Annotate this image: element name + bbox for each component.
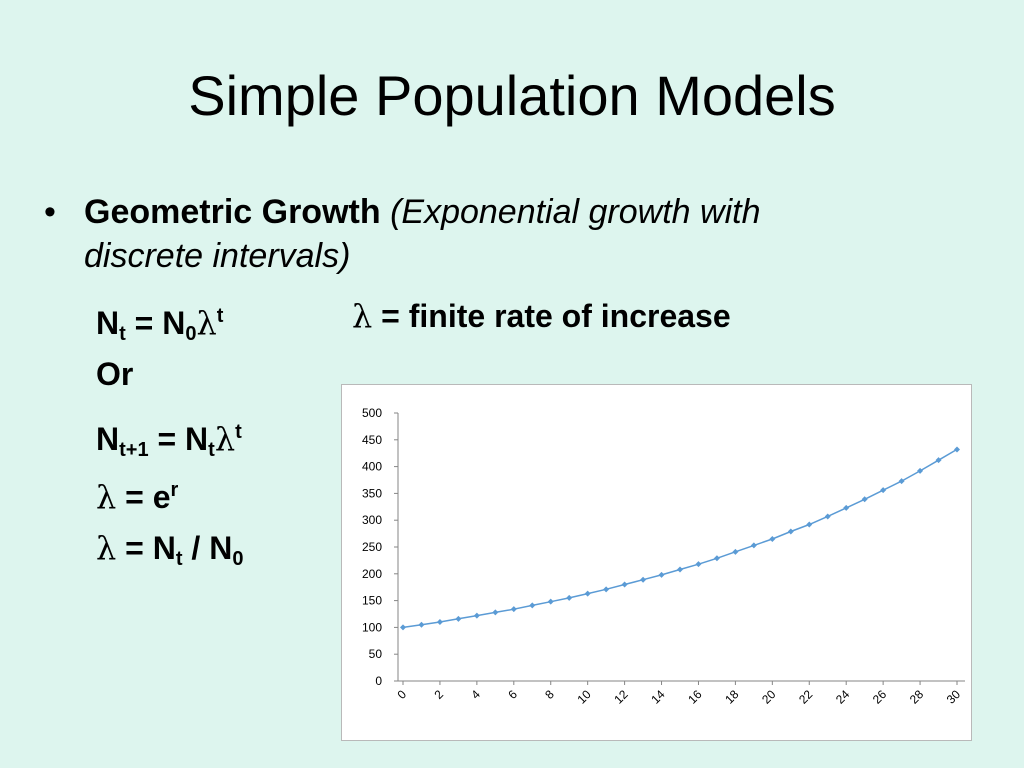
data-point: [566, 594, 573, 601]
data-point: [806, 521, 813, 528]
data-point: [436, 619, 443, 626]
data-point: [769, 535, 776, 542]
x-tick-label: 16: [685, 687, 705, 707]
definition-text: = finite rate of increase: [372, 298, 731, 334]
data-point: [492, 609, 499, 616]
data-point: [861, 496, 868, 503]
data-point: [529, 602, 536, 609]
data-point: [898, 478, 905, 485]
eq1-lhs: N: [96, 305, 120, 341]
data-point: [787, 528, 794, 535]
slide-title: Simple Population Models: [188, 64, 836, 127]
eq2-lhs-sub: t+1: [119, 439, 149, 461]
eq1-sup: t: [216, 305, 224, 327]
x-tick-label: 2: [431, 687, 446, 702]
y-tick-label: 150: [362, 594, 382, 608]
x-tick-label: 4: [468, 687, 483, 702]
eq4-sub-t: t: [175, 548, 183, 570]
bullet-text: Geometric Growth (Exponential growth wit…: [84, 190, 824, 278]
data-point: [658, 571, 665, 578]
x-tick-label: 6: [505, 687, 520, 702]
x-tick-label: 24: [833, 687, 853, 707]
y-tick-label: 500: [362, 406, 382, 420]
eq4-slash: / N: [182, 530, 233, 566]
equation-lambda-exp: λ = er: [96, 470, 178, 517]
eq1-lhs-sub: t: [119, 323, 126, 345]
data-point: [824, 513, 831, 520]
x-tick-label: 12: [611, 687, 631, 707]
data-point: [750, 542, 757, 549]
y-tick-label: 400: [362, 460, 382, 474]
eq2-sub-t: t: [208, 439, 215, 461]
eq4-lambda: λ: [96, 529, 117, 567]
x-tick-label: 22: [796, 687, 816, 707]
y-tick-label: 250: [362, 540, 382, 554]
eq2-lhs: N: [96, 421, 120, 457]
y-tick-label: 300: [362, 513, 382, 527]
data-point: [584, 590, 591, 597]
eq2-sup: t: [235, 421, 242, 443]
eq2-lambda: λ: [214, 420, 236, 458]
data-point: [880, 487, 887, 494]
data-point: [954, 446, 960, 453]
data-point: [510, 606, 517, 613]
y-tick-label: 200: [362, 567, 382, 581]
x-tick-label: 18: [722, 687, 742, 707]
data-point: [621, 581, 628, 588]
eq3-eq: = e: [116, 479, 171, 515]
data-point: [843, 504, 850, 511]
data-point: [917, 467, 924, 474]
eq1-sub0: 0: [185, 323, 197, 345]
y-tick-label: 450: [362, 433, 382, 447]
equation-lambda-ratio: λ = Nt / N0: [96, 528, 243, 579]
x-tick-label: 20: [759, 687, 779, 707]
data-point: [473, 612, 480, 619]
eq3-sup: r: [170, 479, 179, 501]
bullet-bold-text: Geometric Growth: [84, 193, 381, 231]
data-point: [677, 566, 683, 573]
bullet-italic-text: (Exponential growth with discrete interv…: [84, 193, 761, 275]
eq1-eq: = N: [125, 305, 186, 341]
x-tick-label: 30: [944, 687, 964, 707]
x-tick-label: 14: [648, 687, 668, 707]
data-point: [455, 615, 462, 622]
y-tick-label: 100: [362, 620, 382, 634]
eq3-lambda: λ: [96, 478, 117, 516]
or-text: Or: [96, 356, 134, 392]
data-point: [732, 548, 739, 555]
lambda-definition: λ = finite rate of increase: [352, 296, 731, 336]
eq4-eq: = N: [116, 530, 176, 566]
population-chart: 0 50 100 150 200 250 300 350 400 450 500 0 2 4 6 8 10 12 1…: [341, 384, 972, 741]
x-tick-label: 10: [574, 687, 594, 707]
x-tick-label: 28: [907, 687, 927, 707]
data-point: [418, 621, 425, 628]
eq1-lambda: λ: [196, 304, 217, 342]
eq4-sub0: 0: [232, 548, 244, 570]
data-point: [547, 598, 554, 605]
y-tick-label: 0: [375, 674, 382, 688]
equation-recursive: Nt+1 = Ntλt: [96, 412, 242, 470]
y-tick-label: 350: [362, 486, 382, 500]
data-point: [695, 561, 702, 568]
series-line: [402, 448, 958, 629]
equation-geometric: Nt = N0λt: [96, 296, 223, 354]
y-tick-label: 50: [369, 647, 383, 661]
x-tick-label: 26: [870, 687, 890, 707]
eq2-eq: = N: [148, 421, 209, 457]
data-point: [713, 555, 720, 562]
x-tick-label: 8: [542, 687, 557, 702]
definition-lambda: λ: [352, 297, 373, 335]
x-tick-label: 0: [394, 687, 409, 702]
data-point: [935, 457, 942, 464]
bullet-symbol: •: [44, 193, 56, 231]
data-point: [640, 576, 647, 583]
data-point: [603, 586, 610, 593]
data-point: [400, 624, 406, 631]
